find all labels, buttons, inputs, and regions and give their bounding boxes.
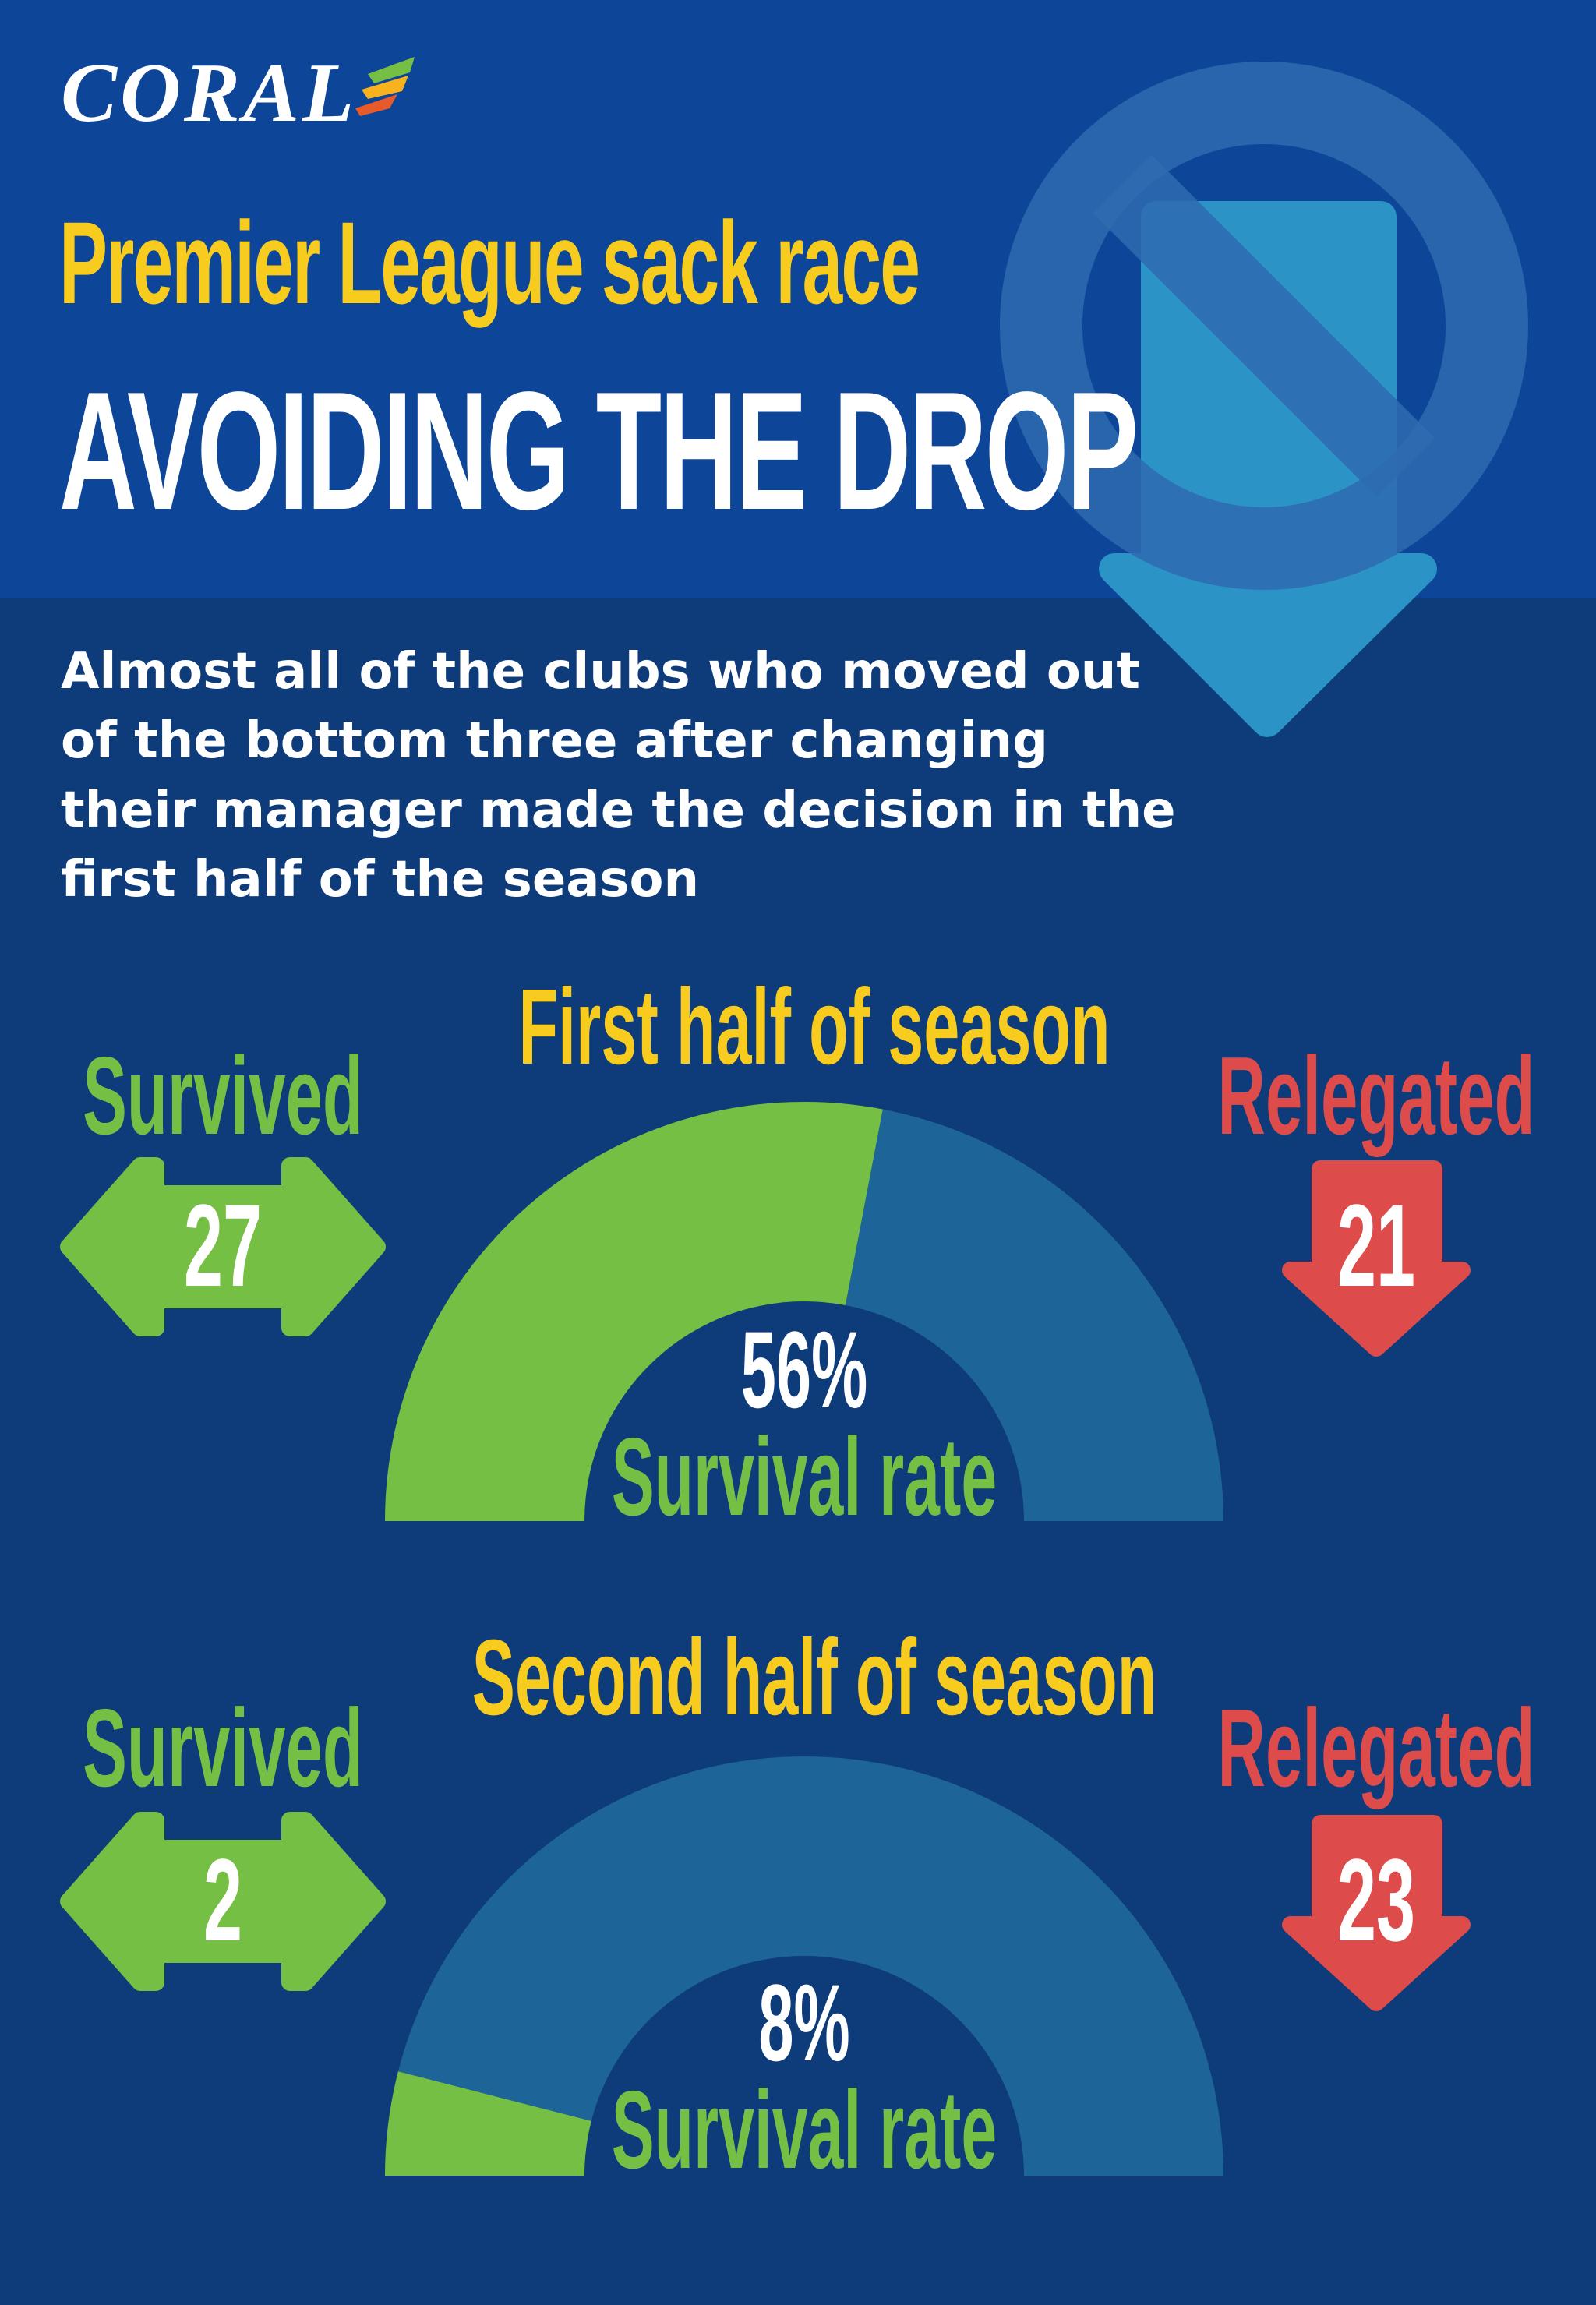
coral-logo: CORAL <box>61 47 416 140</box>
relegated-arc <box>845 1109 1223 1521</box>
background-down-arrow-icon <box>1099 201 1437 737</box>
survived-arrow-icon <box>60 1812 386 1991</box>
intro-text: Almost all of the clubs who moved out of… <box>61 643 1176 909</box>
page-subtitle: Premier League sack race <box>59 197 920 328</box>
page-title: AVOIDING THE DROP <box>59 356 1139 545</box>
background-prohibition-slash-icon <box>1093 154 1435 497</box>
relegated-count: 23 <box>1337 1835 1415 1965</box>
survived-count: 2 <box>203 1835 242 1965</box>
survived-label: Survived <box>83 1033 363 1157</box>
logo-text: CORAL <box>61 47 358 139</box>
relegated-label: Relegated <box>1217 1686 1534 1809</box>
chart-title: Second half of season <box>472 1618 1157 1738</box>
survived-label: Survived <box>83 1686 363 1809</box>
relegated-arc <box>397 1756 1224 2176</box>
survived-arc <box>385 1102 883 1521</box>
survived-arc <box>385 2071 591 2176</box>
survival-rate-label: Survival rate <box>612 2068 997 2192</box>
survival-gauge <box>385 1102 1223 1521</box>
background-prohibition-circle-icon <box>1000 62 1528 590</box>
survival-rate-label: Survival rate <box>612 1415 997 1539</box>
survived-count: 27 <box>184 1181 262 1311</box>
relegated-arrow-icon <box>1282 1160 1471 1357</box>
survival-rate-value: 56% <box>741 1309 868 1431</box>
survived-arrow-icon <box>60 1157 386 1336</box>
chart-first-half: First half of season Survived Relegated … <box>60 967 1535 1539</box>
no-relegation-icon <box>1000 62 1528 737</box>
logo-flame-icon <box>355 57 415 116</box>
chart-second-half: Second half of season Survived Relegated… <box>60 1618 1535 2192</box>
survival-rate-value: 8% <box>758 1962 849 2084</box>
relegated-count: 21 <box>1337 1181 1415 1311</box>
relegated-arrow-icon <box>1282 1815 1471 2011</box>
survival-gauge <box>385 1756 1224 2176</box>
relegated-label: Relegated <box>1217 1033 1534 1157</box>
chart-title: First half of season <box>518 967 1110 1087</box>
